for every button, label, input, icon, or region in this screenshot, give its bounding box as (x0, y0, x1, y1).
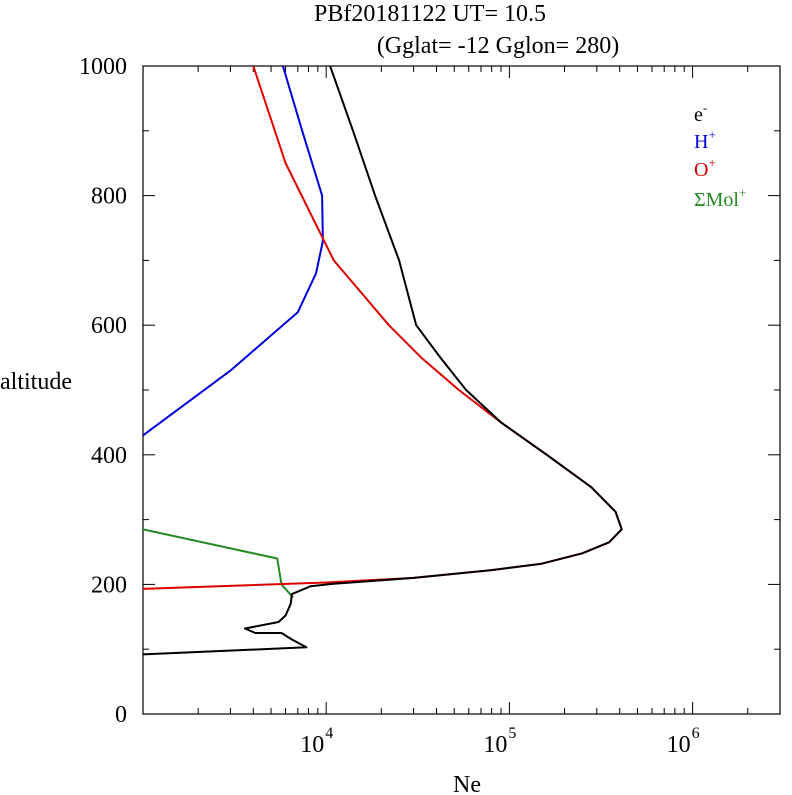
x-tick-label-exponent: 6 (692, 725, 700, 742)
legend-entry-label: ΣMol+ (694, 185, 746, 211)
axis-ticks (143, 65, 780, 715)
legend-entry-base: ΣMol (694, 189, 739, 211)
legend-entry-superscript: + (708, 127, 715, 142)
y-tick-label: 200 (91, 572, 127, 598)
y-axis-label: altitude (0, 369, 72, 395)
legend-entry-superscript: + (739, 185, 746, 200)
chart-title-line1: PBf20181122 UT= 10.5 (314, 1, 546, 27)
x-tick-label-exponent: 4 (325, 725, 333, 742)
legend-entry-base: e (694, 104, 703, 126)
y-tick-label: 400 (91, 443, 127, 469)
legend-entry-base: O (694, 159, 708, 181)
x-tick-label: 10 5 (483, 725, 516, 758)
legend-entry-superscript: + (708, 155, 715, 170)
y-tick-label: 1000 (79, 54, 127, 80)
plot-border (142, 65, 781, 715)
series-line-electron (143, 66, 623, 656)
x-tick-label: 10 6 (667, 725, 700, 758)
x-tick-label-base: 10 (483, 732, 507, 758)
series-line-o-plus (143, 66, 623, 590)
chart-title-line2: (Gglat= -12 Gglon= 280) (377, 33, 619, 59)
legend-entry-label: H+ (694, 127, 716, 153)
legend-entry: H+ (694, 127, 716, 153)
series-lines (143, 66, 623, 656)
legend: e-H+O+ΣMol+ (694, 100, 746, 211)
x-tick-label-base: 10 (667, 732, 691, 758)
legend-entry: e- (694, 100, 707, 126)
legend-entry-label: e- (694, 100, 707, 126)
legend-entry: ΣMol+ (694, 185, 746, 211)
legend-entry: O+ (694, 155, 716, 181)
y-tick-label: 0 (115, 702, 127, 728)
x-tick-label-base: 10 (300, 732, 324, 758)
y-tick-label: 600 (91, 313, 127, 339)
x-tick-label-exponent: 5 (508, 725, 516, 742)
legend-entry-label: O+ (694, 155, 716, 181)
y-tick-label: 800 (91, 184, 127, 210)
series-line-h-plus (143, 66, 324, 437)
legend-entry-base: H (694, 131, 708, 153)
legend-entry-superscript: - (703, 100, 707, 115)
x-tick-label: 10 4 (300, 725, 333, 758)
x-axis-label: Ne (453, 772, 481, 795)
series-line-mol-plus (143, 528, 294, 599)
plot-frame (142, 65, 781, 715)
